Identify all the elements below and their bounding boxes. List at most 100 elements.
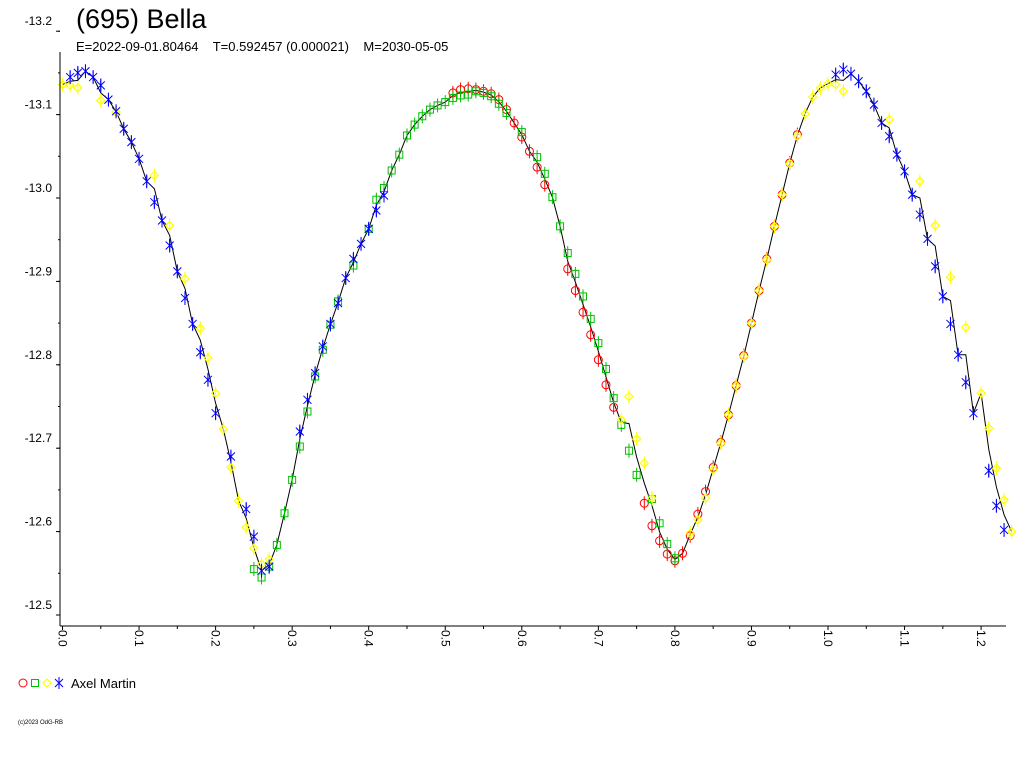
x-tick-label: 0.5 [438, 630, 452, 647]
data-point [731, 380, 741, 391]
data-point [157, 214, 167, 227]
y-tick-label: -12.9 [25, 264, 53, 278]
data-point [861, 85, 871, 98]
data-point [149, 170, 160, 181]
data-point [907, 188, 917, 201]
data-point [272, 540, 281, 549]
data-point [738, 351, 749, 362]
data-point [410, 120, 419, 129]
data-point [264, 560, 274, 573]
data-point [991, 463, 1002, 474]
data-point [892, 148, 902, 161]
data-point [479, 88, 488, 97]
data-point [134, 152, 144, 165]
fit-curve-layer [62, 70, 1013, 572]
data-point [594, 339, 603, 348]
data-point [807, 92, 818, 102]
data-point [823, 78, 833, 89]
data-point [838, 63, 848, 76]
data-point [524, 146, 534, 156]
data-points-layer [57, 62, 1017, 585]
data-point [670, 554, 679, 563]
data-point [830, 79, 841, 90]
data-point [119, 122, 129, 135]
data-point [418, 112, 427, 121]
data-point [708, 465, 719, 475]
data-point [746, 318, 757, 328]
data-point [784, 158, 795, 169]
data-point [616, 414, 627, 425]
data-point [999, 523, 1009, 536]
data-point [372, 195, 381, 204]
data-point [655, 519, 664, 528]
data-point [693, 515, 703, 525]
x-tick-label: 0.9 [744, 630, 758, 647]
data-point [203, 373, 213, 386]
data-point [241, 503, 251, 516]
data-point [195, 323, 206, 333]
data-point [210, 388, 221, 399]
data-point [379, 189, 389, 202]
x-tick-label: 0.8 [668, 630, 682, 647]
data-point [195, 346, 205, 359]
data-point [777, 189, 787, 200]
data-point [609, 394, 618, 403]
data-point [341, 272, 351, 285]
legend: Axel Martin [18, 674, 136, 692]
data-point [930, 260, 940, 273]
data-point [556, 222, 565, 231]
data-point [65, 80, 76, 91]
x-tick-label: 1.2 [974, 630, 988, 647]
data-point [517, 128, 526, 137]
data-point [249, 530, 259, 543]
data-point [915, 176, 925, 187]
legend-marker [42, 678, 52, 688]
data-point [295, 442, 304, 451]
data-point [372, 204, 381, 217]
data-point [946, 317, 955, 330]
data-point [953, 348, 963, 361]
data-point [761, 254, 772, 265]
data-point [165, 239, 175, 252]
y-tick-label: -13.1 [25, 98, 53, 112]
data-point [164, 220, 175, 231]
data-point [923, 232, 932, 245]
legend-marker [54, 677, 64, 689]
data-point [471, 87, 480, 96]
data-point [487, 92, 496, 101]
data-point [915, 208, 925, 221]
data-point [723, 409, 734, 420]
data-point [938, 290, 948, 303]
data-point [570, 286, 580, 296]
data-point [180, 274, 190, 284]
data-point [188, 317, 197, 330]
data-point [104, 93, 113, 106]
data-point [288, 475, 297, 484]
x-tick-label: 1.0 [821, 630, 835, 647]
data-point [715, 438, 726, 449]
data-point [647, 493, 657, 504]
data-point [884, 114, 895, 125]
x-tick-label: 0.1 [132, 630, 146, 647]
data-point [456, 91, 465, 100]
y-tick-label: -12.7 [25, 431, 53, 445]
data-point [846, 67, 856, 80]
data-point [624, 446, 633, 455]
fit-curve [62, 70, 1013, 572]
y-tick-label: -12.5 [25, 598, 53, 612]
data-point [172, 265, 182, 278]
data-point [632, 470, 641, 479]
data-point [930, 220, 941, 231]
data-point [984, 464, 994, 477]
y-tick-label: -13.2 [25, 14, 53, 28]
data-point [433, 101, 442, 110]
data-point [387, 166, 396, 175]
data-point [303, 407, 312, 416]
data-point [769, 221, 780, 232]
data-point [111, 105, 121, 118]
data-point [976, 388, 986, 399]
data-point [663, 540, 672, 549]
data-point [464, 90, 473, 99]
data-point [226, 462, 236, 473]
